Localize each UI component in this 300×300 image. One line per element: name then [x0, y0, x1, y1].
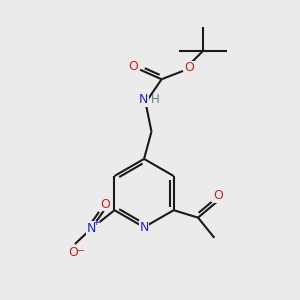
Text: N: N: [87, 222, 96, 235]
Text: O: O: [100, 198, 110, 211]
Text: −: −: [77, 246, 86, 256]
Text: O: O: [184, 61, 194, 74]
Text: O: O: [129, 60, 139, 73]
Text: O: O: [214, 189, 224, 202]
Text: O: O: [68, 247, 78, 260]
Text: N: N: [140, 221, 149, 234]
Text: H: H: [151, 93, 160, 106]
Text: +: +: [92, 218, 99, 226]
Text: N: N: [139, 93, 148, 106]
